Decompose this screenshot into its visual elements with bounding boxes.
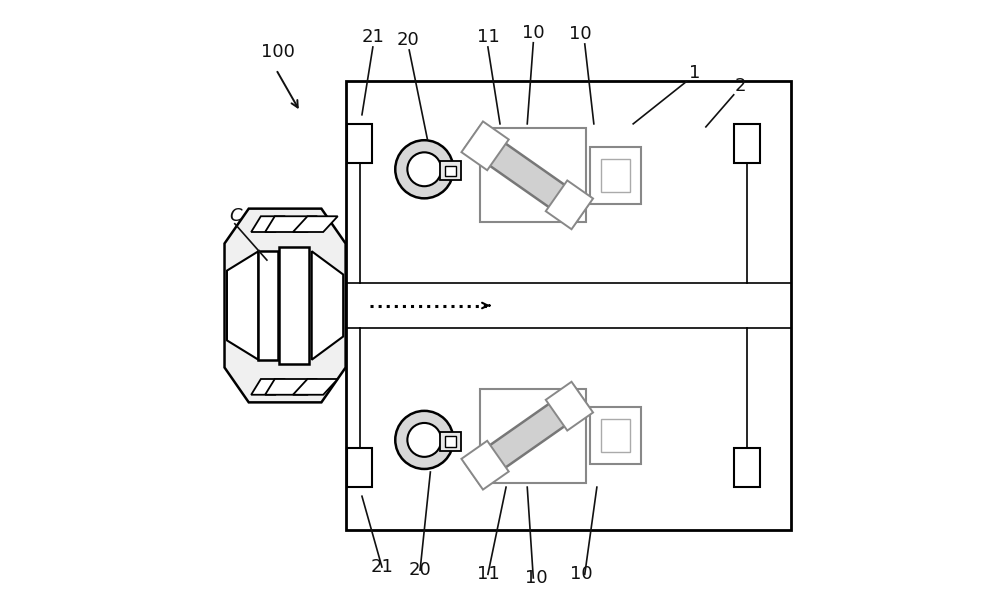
Polygon shape xyxy=(346,81,791,530)
Polygon shape xyxy=(461,122,509,170)
Polygon shape xyxy=(480,389,586,483)
Text: 100: 100 xyxy=(261,43,295,61)
Polygon shape xyxy=(480,128,586,222)
Text: 10: 10 xyxy=(525,569,548,587)
Polygon shape xyxy=(546,180,593,229)
Polygon shape xyxy=(312,251,343,360)
Polygon shape xyxy=(227,251,258,360)
Polygon shape xyxy=(258,251,278,360)
Text: 10: 10 xyxy=(522,24,545,42)
Polygon shape xyxy=(293,216,338,232)
Polygon shape xyxy=(440,432,461,451)
Polygon shape xyxy=(461,441,509,489)
Polygon shape xyxy=(265,216,317,232)
Polygon shape xyxy=(293,379,338,395)
Polygon shape xyxy=(251,216,285,232)
Polygon shape xyxy=(734,124,760,163)
Polygon shape xyxy=(465,126,590,225)
Text: C: C xyxy=(229,207,242,225)
Text: 11: 11 xyxy=(477,565,499,583)
Polygon shape xyxy=(734,448,760,487)
Polygon shape xyxy=(465,386,590,485)
Polygon shape xyxy=(590,407,641,464)
Text: 21: 21 xyxy=(361,28,384,46)
Text: 20: 20 xyxy=(409,561,431,579)
Polygon shape xyxy=(347,448,372,487)
Text: 10: 10 xyxy=(569,25,591,43)
Text: 11: 11 xyxy=(477,28,499,46)
Text: 21: 21 xyxy=(371,558,393,576)
Polygon shape xyxy=(251,379,285,395)
Text: 20: 20 xyxy=(397,31,419,49)
Polygon shape xyxy=(546,382,593,431)
Text: 2: 2 xyxy=(735,76,746,95)
Circle shape xyxy=(407,423,441,457)
Circle shape xyxy=(407,152,441,186)
Circle shape xyxy=(395,140,453,199)
Polygon shape xyxy=(279,247,309,364)
Text: 10: 10 xyxy=(570,565,593,583)
Text: 1: 1 xyxy=(689,64,700,82)
Circle shape xyxy=(395,411,453,469)
Polygon shape xyxy=(440,161,461,180)
Polygon shape xyxy=(601,419,630,452)
Polygon shape xyxy=(225,208,346,403)
Polygon shape xyxy=(445,166,456,176)
Polygon shape xyxy=(347,124,372,163)
Polygon shape xyxy=(265,379,317,395)
Polygon shape xyxy=(445,436,456,447)
Polygon shape xyxy=(590,147,641,204)
Polygon shape xyxy=(601,159,630,192)
